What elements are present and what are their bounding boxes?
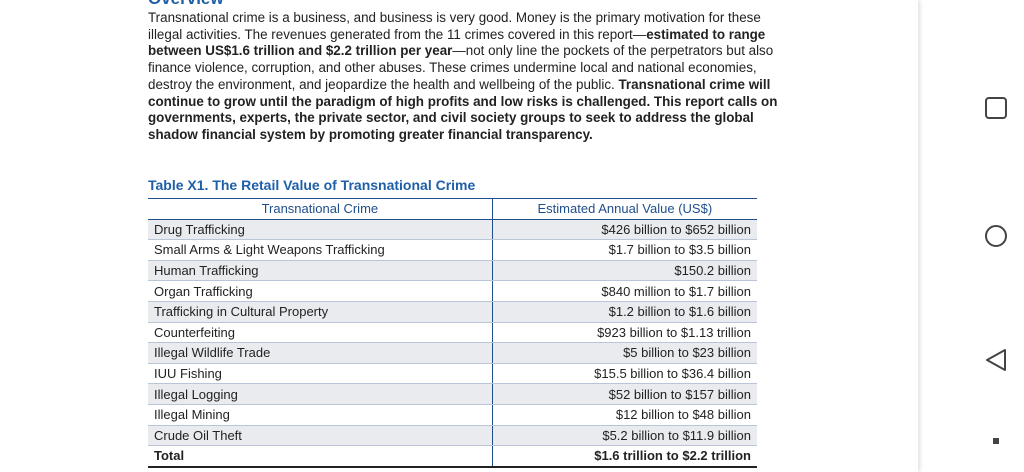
indicator xyxy=(993,438,999,444)
total-row: Total $1.6 trillion to $2.2 trillion xyxy=(148,445,757,468)
crime-cell: Human Trafficking xyxy=(148,260,493,282)
crime-cell: Illegal Wildlife Trade xyxy=(148,342,493,364)
text-run: —not only line the pockets of the perpet… xyxy=(148,43,774,92)
home-button[interactable] xyxy=(985,225,1007,247)
nav-bar xyxy=(985,97,1007,444)
table-row: Counterfeiting $923 billion to $1.13 tril… xyxy=(148,322,757,344)
value-cell: $5.2 billion to $11.9 billion xyxy=(492,425,757,447)
table-row: Illegal Mining $12 billion to $48 billion xyxy=(148,404,757,426)
heading: Overview xyxy=(148,0,224,9)
value-cell: $1.2 billion to $1.6 billion xyxy=(492,301,757,323)
crime-cell: Illegal Mining xyxy=(148,404,493,426)
value-cell: $150.2 billion xyxy=(492,260,757,282)
value-cell: $15.5 billion to $36.4 billion xyxy=(492,363,757,385)
header-cell: Estimated Annual Value (US$) xyxy=(492,198,757,220)
document-page: Overview Transnational crime is a busine… xyxy=(148,0,780,468)
paragraph: Transnational crime is a business, and b… xyxy=(148,10,780,144)
table-row: Drug Trafficking $426 billion to $652 bil… xyxy=(148,219,757,241)
value-cell: $1.7 billion to $3.5 billion xyxy=(492,239,757,261)
table-title: Table X1. The Retail Value of Transnatio… xyxy=(148,177,476,193)
crime-cell: Crude Oil Theft xyxy=(148,425,493,447)
crime-cell: Drug Trafficking xyxy=(148,219,493,241)
total-label: Total xyxy=(148,445,493,468)
crime-cell: Trafficking in Cultural Property xyxy=(148,301,493,323)
table: Transnational Crime Estimated Annual Val… xyxy=(148,198,757,468)
table-row: Small Arms & Light Weapons Trafficking $1… xyxy=(148,239,757,261)
header-cell: Transnational Crime xyxy=(148,198,493,220)
bold-text: estimated to range between US$1.6 trilli… xyxy=(148,26,766,59)
crime-cell: Organ Trafficking xyxy=(148,280,493,302)
back-button[interactable] xyxy=(986,349,1006,371)
table-row: Trafficking in Cultural Property $1.2 bil… xyxy=(148,301,757,323)
value-cell: $923 billion to $1.13 trillion xyxy=(492,322,757,344)
header-row: Transnational Crime Estimated Annual Val… xyxy=(148,198,757,220)
value-cell: $426 billion to $652 billion xyxy=(492,219,757,241)
value-cell: $840 million to $1.7 billion xyxy=(492,280,757,302)
crime-cell: Illegal Logging xyxy=(148,383,493,405)
value-cell: $12 billion to $48 billion xyxy=(492,404,757,426)
bold-text: Transnational crime will continue to gro… xyxy=(148,76,778,142)
table-row: Human Trafficking $150.2 billion xyxy=(148,260,757,282)
table-row: Organ Trafficking $840 million to $1.7 bi… xyxy=(148,280,757,302)
total-value: $1.6 trillion to $2.2 trillion xyxy=(492,445,757,468)
value-cell: $5 billion to $23 billion xyxy=(492,342,757,364)
text-run: Transnational crime is a business, and b… xyxy=(148,10,761,42)
crime-cell: Counterfeiting xyxy=(148,322,493,344)
crime-cell: Small Arms & Light Weapons Trafficking xyxy=(148,239,493,261)
recents-button[interactable] xyxy=(985,97,1007,119)
table-row: Illegal Logging $52 billion to $157 billi… xyxy=(148,383,757,405)
table-row: IUU Fishing $15.5 billion to $36.4 billio… xyxy=(148,363,757,385)
table-row: Crude Oil Theft $5.2 billion to $11.9 bil… xyxy=(148,425,757,447)
table-row: Illegal Wildlife Trade $5 billion to $23 … xyxy=(148,342,757,364)
value-cell: $52 billion to $157 billion xyxy=(492,383,757,405)
crime-cell: IUU Fishing xyxy=(148,363,493,385)
